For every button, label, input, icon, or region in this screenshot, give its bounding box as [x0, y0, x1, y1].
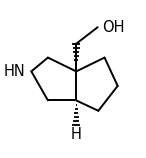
Text: H: H: [71, 127, 82, 142]
Text: HN: HN: [4, 64, 26, 79]
Text: OH: OH: [102, 20, 124, 35]
